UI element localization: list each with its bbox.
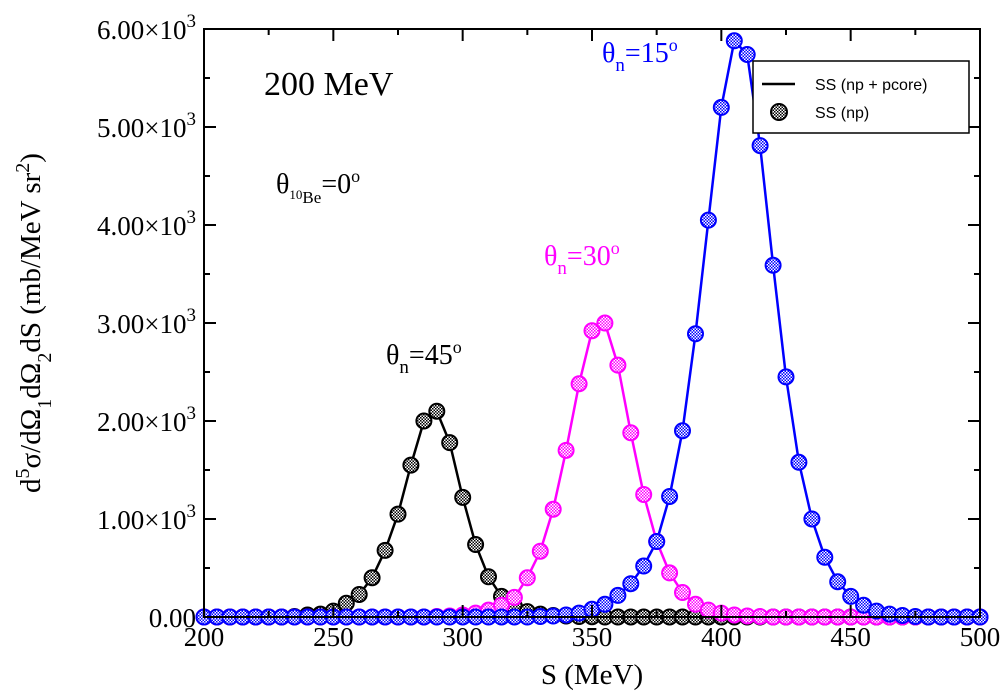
data-point-series-2 (725, 32, 743, 50)
data-point-series-1 (622, 424, 640, 442)
data-point-series-1 (570, 375, 588, 393)
data-point-series-1 (557, 441, 575, 459)
x-tick-label: 300 (442, 622, 483, 652)
x-tick-label: 250 (313, 622, 354, 652)
data-point-series-2 (622, 575, 640, 593)
data-point-series-2 (699, 211, 717, 229)
data-point-series-2 (803, 510, 821, 528)
data-point-series-2 (764, 256, 782, 274)
y-tick-label: 1.00×103 (97, 501, 196, 535)
data-point-series-1 (583, 322, 601, 340)
data-point-series-0 (389, 505, 407, 523)
data-point-series-2 (712, 98, 730, 116)
data-point-series-2 (661, 488, 679, 505)
y-tick-label: 5.00×103 (97, 109, 196, 143)
data-point-series-0 (415, 412, 433, 430)
data-point-series-2 (738, 46, 756, 63)
data-point-series-0 (454, 488, 472, 506)
series-line-1 (204, 321, 980, 619)
data-point-series-1 (531, 542, 549, 560)
y-tick-label: 6.00×103 (97, 11, 196, 45)
data-point-series-1 (609, 356, 627, 374)
data-point-series-2 (674, 422, 691, 440)
data-point-series-1 (596, 314, 614, 332)
data-point-series-2 (790, 453, 808, 471)
data-point-series-2 (842, 587, 860, 605)
data-point-series-1 (505, 588, 523, 606)
theta-45-annotation: θn=45o (386, 337, 462, 378)
theta-30-annotation: θn=30o (544, 238, 620, 279)
data-point-series-2 (829, 573, 847, 591)
x-tick-label: 350 (572, 622, 613, 652)
data-point-series-1 (661, 564, 679, 582)
data-point-series-0 (363, 569, 381, 587)
y-tick-label: 3.00×103 (97, 305, 196, 339)
data-point-series-2 (609, 586, 627, 604)
y-tick-label: 2.00×103 (97, 403, 196, 437)
data-point-series-0 (467, 536, 485, 553)
x-tick-label: 450 (830, 622, 871, 652)
legend: SS (np + pcore) SS (np) (752, 60, 970, 134)
data-point-series-2 (816, 548, 834, 566)
data-point-series-0 (480, 568, 497, 586)
data-point-series-2 (777, 368, 795, 386)
data-point-series-0 (376, 541, 394, 559)
theta-be-annotation: θ10Be=0o (276, 166, 360, 207)
data-point-series-1 (544, 500, 562, 518)
legend-label-np-pcore: SS (np + pcore) (815, 77, 928, 94)
data-point-series-2 (648, 533, 666, 550)
x-axis-title: S (MeV) (541, 659, 643, 691)
data-point-series-1 (674, 584, 691, 601)
data-point-series-2 (751, 137, 769, 155)
energy-annotation: 200 MeV (264, 66, 394, 103)
data-point-series-1 (518, 569, 536, 587)
x-tick-label: 200 (184, 622, 225, 652)
data-point-series-0 (428, 402, 446, 420)
data-point-series-0 (350, 586, 368, 603)
x-tick-label: 500 (960, 622, 1001, 652)
legend-marker-swatch (770, 103, 788, 121)
data-point-series-2 (687, 325, 704, 343)
ticks-layer: 200 250 300 350 400 450 500 0.00 1.00×103 2.00×10… (97, 11, 1000, 652)
y-tick-label: 0.00 (149, 603, 196, 633)
data-point-series-0 (402, 456, 420, 474)
series-line-0 (204, 409, 980, 619)
data-point-series-2 (635, 557, 653, 575)
y-tick-label: 4.00×103 (97, 207, 196, 241)
theta-15-annotation: θn=15o (602, 35, 678, 76)
legend-label-np: SS (np) (815, 105, 869, 122)
x-tick-label: 400 (701, 622, 742, 652)
data-point-series-0 (441, 434, 459, 452)
y-axis-title: d5σ/dΩ1dΩ2dS (mb/MeV sr2) (12, 153, 56, 493)
legend-box (752, 60, 970, 134)
data-point-series-1 (635, 486, 653, 503)
data-point-series-2 (596, 595, 614, 613)
